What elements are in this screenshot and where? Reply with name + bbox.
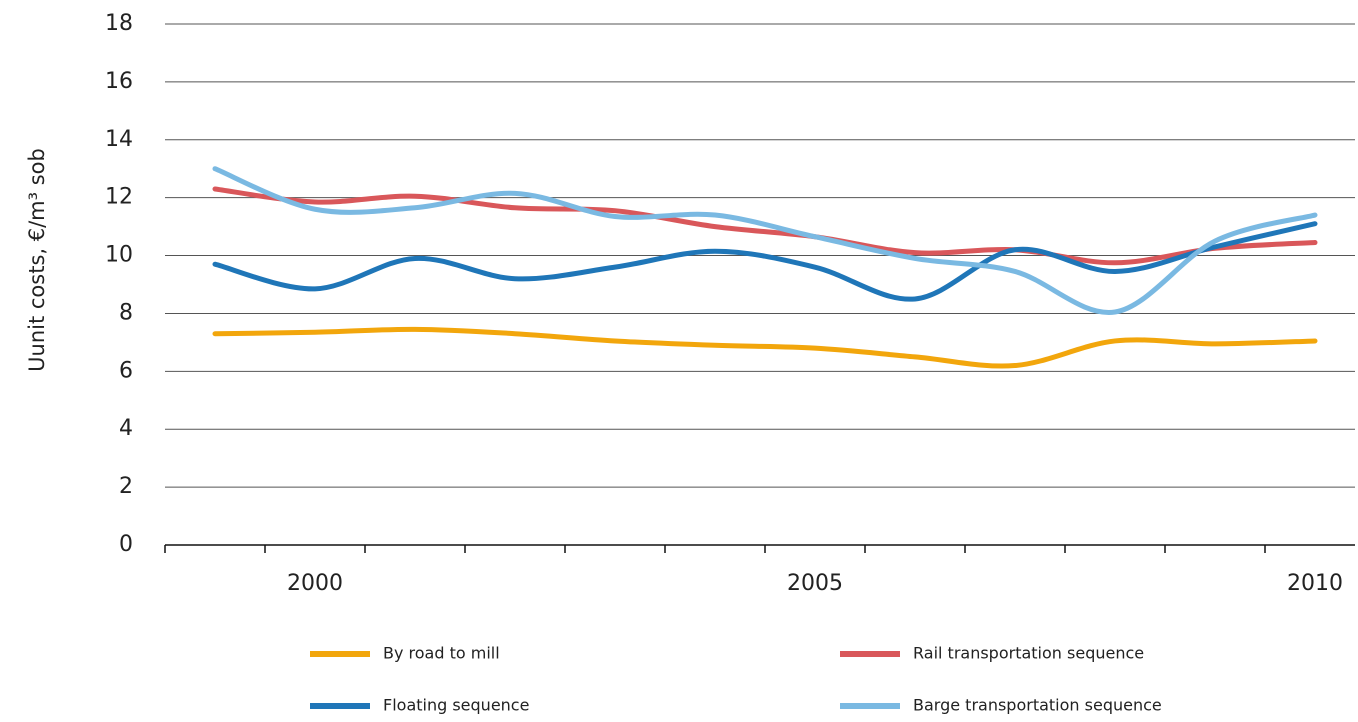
y-tick-label: 2 [119, 474, 133, 499]
y-tick-label: 8 [119, 300, 133, 325]
y-tick-label: 0 [119, 532, 133, 557]
x-tick-label: 2000 [287, 571, 343, 596]
legend-label: Barge transportation sequence [913, 696, 1162, 715]
series-line [212, 186, 1318, 266]
y-tick-label: 16 [105, 69, 133, 94]
series-line [212, 166, 1318, 315]
y-tick-label: 14 [105, 127, 133, 152]
x-tick-label: 2010 [1287, 571, 1343, 596]
y-tick-label: 6 [119, 358, 133, 383]
y-tick-label: 10 [105, 243, 133, 268]
x-tick-label: 2005 [787, 571, 843, 596]
series-line [212, 221, 1318, 302]
y-axis-label: Uunit costs, €/m³ sob [25, 148, 49, 372]
y-tick-label: 12 [105, 185, 133, 210]
legend-label: Rail transportation sequence [913, 644, 1144, 663]
y-tick-label: 18 [105, 11, 133, 36]
series-line [212, 326, 1318, 369]
legend-label: Floating sequence [383, 696, 529, 715]
y-tick-label: 4 [119, 416, 133, 441]
legend-label: By road to mill [383, 644, 500, 663]
